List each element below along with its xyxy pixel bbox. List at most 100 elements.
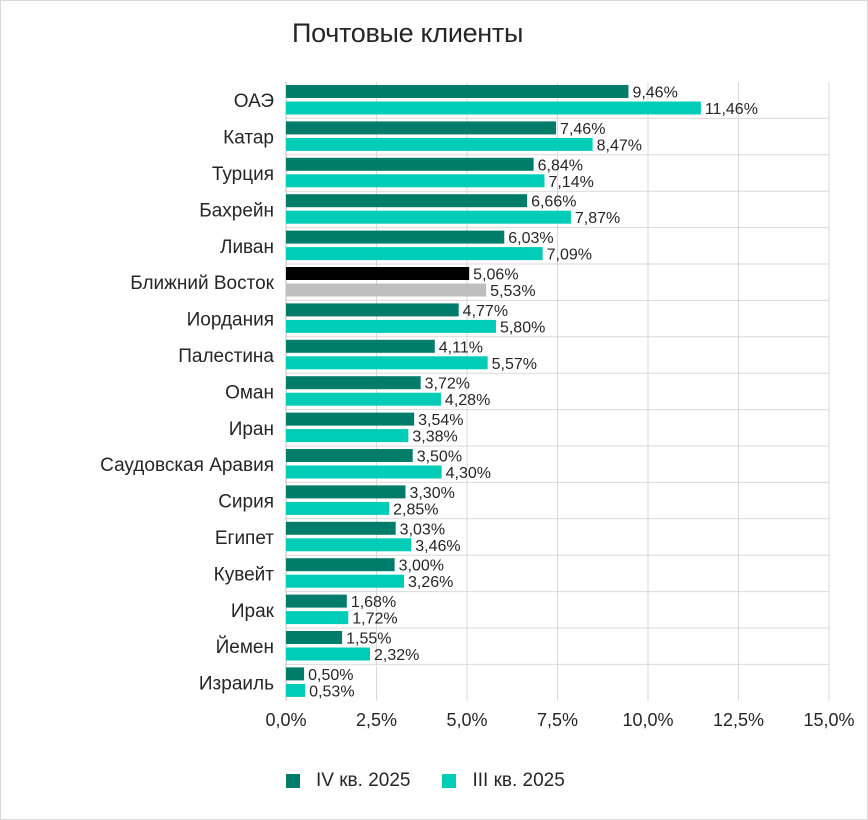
bar-2-7	[286, 356, 488, 370]
chart-title: Почтовые клиенты	[292, 18, 524, 48]
bar-2-16	[286, 683, 306, 697]
category-label-3: Бахрейн	[199, 200, 274, 221]
x-tick-label-5: 12,5%	[713, 710, 764, 730]
x-tick-label-2: 5,0%	[446, 710, 487, 730]
data-label-2-9: 3,38%	[412, 429, 457, 446]
data-label-2-6: 5,80%	[500, 319, 545, 336]
data-label-1-0: 9,46%	[632, 85, 677, 102]
category-label-10: Саудовская Аравия	[100, 455, 274, 476]
legend-swatch-series-1	[286, 774, 300, 788]
bar-2-9	[286, 429, 409, 443]
bar-2-10	[286, 465, 442, 479]
x-tick-label-0: 0,0%	[265, 710, 306, 730]
data-label-1-16: 0,50%	[308, 667, 353, 684]
category-label-4: Ливан	[220, 237, 274, 258]
data-label-1-4: 6,03%	[508, 230, 553, 247]
bar-1-15	[286, 631, 343, 644]
bar-2-14	[286, 611, 349, 625]
category-label-6: Иордания	[187, 310, 274, 331]
legend-label-series-2: III кв. 2025	[472, 770, 565, 791]
category-label-11: Сирия	[218, 492, 274, 513]
bar-2-2	[286, 174, 545, 188]
category-label-5: Ближний Восток	[130, 273, 274, 294]
data-label-2-3: 7,87%	[575, 210, 620, 227]
bar-2-3	[286, 210, 571, 224]
data-label-2-14: 1,72%	[352, 611, 397, 628]
bar-1-2	[286, 157, 534, 171]
bar-1-4	[286, 230, 505, 244]
category-label-12: Египет	[215, 528, 274, 549]
bar-2-11	[286, 501, 390, 515]
data-label-1-10: 3,50%	[417, 449, 462, 466]
x-tick-label-1: 2,5%	[356, 710, 397, 730]
category-label-16: Израиль	[199, 674, 274, 695]
category-label-2: Турция	[212, 164, 274, 185]
bar-1-12	[286, 521, 396, 535]
data-label-1-14: 1,68%	[351, 594, 396, 611]
data-label-2-11: 2,85%	[393, 501, 438, 518]
data-label-1-9: 3,54%	[418, 412, 463, 429]
category-label-13: Кувейт	[214, 564, 275, 585]
data-label-2-16: 0,53%	[309, 683, 354, 700]
chart-legend: IV кв. 2025 III кв. 2025	[286, 770, 597, 792]
data-label-2-1: 8,47%	[597, 137, 642, 154]
bar-1-13	[286, 558, 395, 572]
category-label-15: Йемен	[216, 636, 274, 658]
bar-2-4	[286, 247, 543, 261]
data-label-2-15: 2,32%	[374, 647, 419, 664]
data-label-1-2: 6,84%	[538, 157, 583, 174]
data-label-2-7: 5,57%	[492, 356, 537, 373]
bar-2-13	[286, 574, 405, 588]
data-label-1-7: 4,11%	[439, 339, 483, 356]
bar-1-3	[286, 194, 528, 208]
x-tick-label-6: 15,0%	[803, 710, 854, 730]
data-label-1-3: 6,66%	[531, 194, 576, 211]
bar-2-0	[286, 101, 701, 115]
data-label-2-8: 4,28%	[445, 392, 490, 409]
legend-swatch-series-2	[442, 774, 457, 788]
category-label-7: Палестина	[178, 346, 274, 367]
data-label-2-12: 3,46%	[415, 538, 460, 555]
x-tick-label-4: 10,0%	[622, 710, 673, 730]
bar-1-5	[286, 267, 470, 280]
bar-1-6	[286, 303, 459, 317]
legend-label-series-1: IV кв. 2025	[316, 770, 411, 791]
bar-1-7	[286, 339, 435, 353]
data-label-1-6: 4,77%	[463, 303, 508, 320]
bar-2-12	[286, 538, 412, 552]
legend-item-series-1: IV кв. 2025	[286, 770, 410, 792]
category-label-9: Иран	[229, 419, 274, 440]
data-label-2-0: 11,46%	[705, 101, 758, 118]
data-label-2-13: 3,26%	[408, 574, 453, 591]
bar-2-5	[286, 283, 487, 297]
data-label-2-10: 4,30%	[446, 465, 491, 482]
bar-2-8	[286, 392, 441, 406]
bar-2-1	[286, 137, 593, 151]
bar-1-14	[286, 594, 347, 608]
legend-item-series-2: III кв. 2025	[442, 770, 565, 792]
data-label-1-11: 3,30%	[409, 485, 454, 502]
data-label-2-2: 7,14%	[548, 174, 593, 191]
data-label-2-4: 7,09%	[547, 247, 592, 264]
bar-2-6	[286, 319, 496, 333]
x-tick-label-3: 7,5%	[537, 710, 578, 730]
data-label-2-5: 5,53%	[490, 283, 535, 300]
bar-1-16	[286, 667, 305, 681]
bar-1-8	[286, 376, 421, 390]
bar-1-11	[286, 485, 406, 499]
bar-1-0	[286, 85, 629, 98]
category-label-1: Катар	[223, 128, 274, 149]
bar-1-1	[286, 121, 557, 135]
category-label-14: Ирак	[231, 601, 275, 622]
bar-1-9	[286, 412, 415, 426]
bar-1-10	[286, 449, 413, 462]
data-label-1-12: 3,03%	[400, 521, 445, 538]
data-label-1-5: 5,06%	[473, 267, 518, 284]
category-label-0: ОАЭ	[234, 91, 274, 112]
data-label-1-8: 3,72%	[425, 376, 470, 393]
data-label-1-13: 3,00%	[399, 558, 444, 575]
category-label-8: Оман	[225, 382, 274, 403]
data-label-1-15: 1,55%	[346, 631, 391, 648]
bar-2-15	[286, 647, 370, 661]
